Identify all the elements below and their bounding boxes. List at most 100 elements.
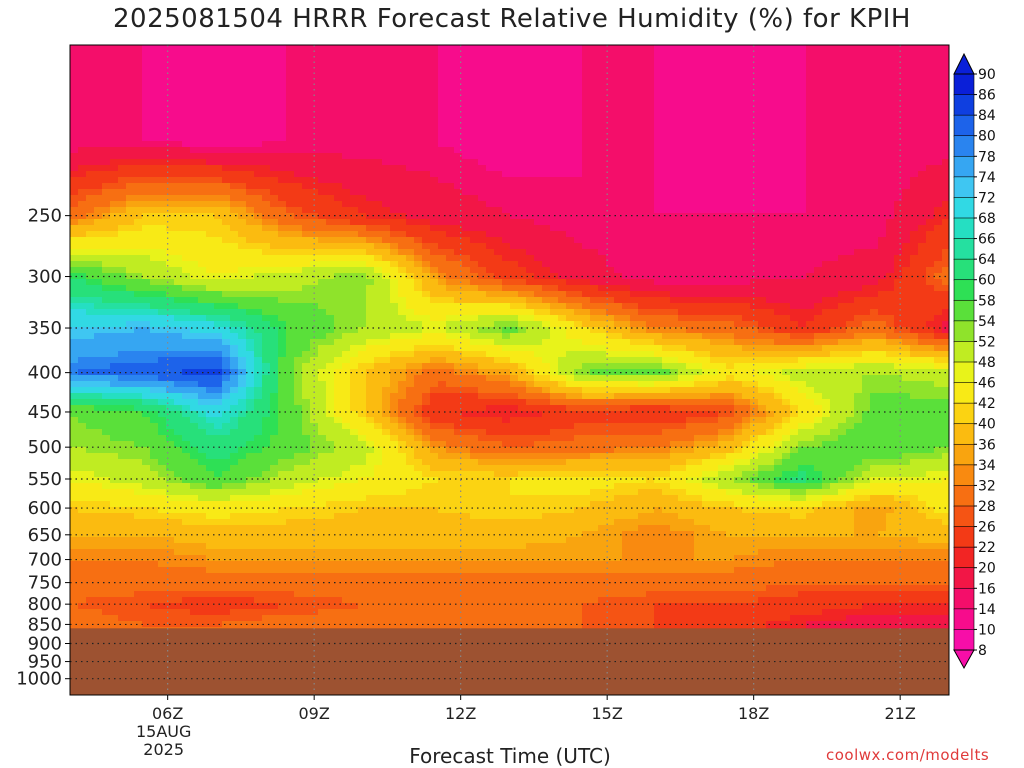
heat-cell	[294, 285, 303, 292]
heat-cell	[438, 399, 447, 406]
heat-cell	[334, 261, 343, 268]
heat-cell	[214, 351, 223, 358]
heat-cell	[102, 69, 111, 76]
heat-cell	[422, 177, 431, 184]
heat-cell	[318, 459, 327, 466]
heat-cell	[430, 555, 439, 562]
heat-cell	[286, 279, 295, 286]
heat-cell	[238, 405, 247, 412]
heat-cell	[190, 261, 199, 268]
heat-cell	[446, 471, 455, 478]
heat-cell	[102, 321, 111, 328]
heat-cell	[294, 195, 303, 202]
heat-cell	[414, 111, 423, 118]
heat-cell	[190, 51, 199, 58]
heat-cell	[302, 537, 311, 544]
heat-cell	[110, 51, 119, 58]
heat-cell	[94, 399, 103, 406]
heat-cell	[246, 267, 255, 274]
heat-cell	[390, 531, 399, 538]
heat-cell	[422, 399, 431, 406]
heat-cell	[278, 309, 287, 316]
heat-cell	[286, 207, 295, 214]
heat-cell	[134, 525, 143, 532]
heat-cell	[222, 345, 231, 352]
heat-cell	[158, 231, 167, 238]
heat-cell	[190, 363, 199, 370]
heat-cell	[406, 99, 415, 106]
heat-cell	[382, 417, 391, 424]
heat-cell	[390, 291, 399, 298]
heat-cell	[286, 585, 295, 592]
heat-cell	[270, 129, 279, 136]
heat-cell	[86, 57, 95, 64]
heat-cell	[302, 405, 311, 412]
heat-cell	[102, 363, 111, 370]
heat-cell	[302, 357, 311, 364]
heat-cell	[454, 225, 463, 232]
heat-cell	[110, 351, 119, 358]
heat-cell	[230, 399, 239, 406]
heat-cell	[446, 567, 455, 574]
heat-cell	[350, 597, 359, 604]
heat-cell	[206, 579, 215, 586]
heat-cell	[110, 231, 119, 238]
heat-cell	[422, 567, 431, 574]
heat-cell	[390, 171, 399, 178]
heat-cell	[134, 219, 143, 226]
heat-cell	[454, 519, 463, 526]
heat-cell	[206, 297, 215, 304]
heat-cell	[262, 375, 271, 382]
heat-cell	[198, 57, 207, 64]
heat-cell	[422, 621, 431, 628]
heat-cell	[398, 465, 407, 472]
heat-cell	[86, 543, 95, 550]
heat-cell	[390, 459, 399, 466]
heat-cell	[182, 249, 191, 256]
heat-cell	[118, 609, 127, 616]
heat-cell	[126, 603, 135, 610]
heat-cell	[174, 57, 183, 64]
heat-cell	[270, 375, 279, 382]
heat-cell	[318, 297, 327, 304]
heat-cell	[214, 135, 223, 142]
heat-cell	[118, 99, 127, 106]
heat-cell	[230, 321, 239, 328]
heat-cell	[246, 567, 255, 574]
heat-cell	[166, 489, 175, 496]
heat-cell	[126, 393, 135, 400]
heat-cell	[342, 93, 351, 100]
heat-cell	[422, 327, 431, 334]
heat-cell	[350, 585, 359, 592]
heat-cell	[190, 117, 199, 124]
heat-cell	[70, 153, 79, 160]
heat-cell	[102, 351, 111, 358]
heat-cell	[350, 105, 359, 112]
heat-cell	[222, 597, 231, 604]
heat-cell	[118, 531, 127, 538]
heat-cell	[406, 435, 415, 442]
heat-cell	[238, 333, 247, 340]
heat-cell	[230, 327, 239, 334]
heat-cell	[318, 525, 327, 532]
heat-cell	[206, 393, 215, 400]
heat-cell	[342, 339, 351, 346]
heat-cell	[182, 585, 191, 592]
heat-cell	[422, 225, 431, 232]
heat-cell	[438, 471, 447, 478]
heat-cell	[446, 159, 455, 166]
heat-cell	[118, 147, 127, 154]
heat-cell	[350, 483, 359, 490]
heat-cell	[102, 477, 111, 484]
heat-cell	[318, 423, 327, 430]
heat-cell	[350, 507, 359, 514]
heat-cell	[334, 555, 343, 562]
heat-cell	[222, 201, 231, 208]
heat-cell	[454, 309, 463, 316]
heat-cell	[398, 621, 407, 628]
heat-cell	[390, 117, 399, 124]
heat-cell	[150, 189, 159, 196]
heat-cell	[422, 585, 431, 592]
heat-cell	[214, 471, 223, 478]
heat-cell	[334, 465, 343, 472]
